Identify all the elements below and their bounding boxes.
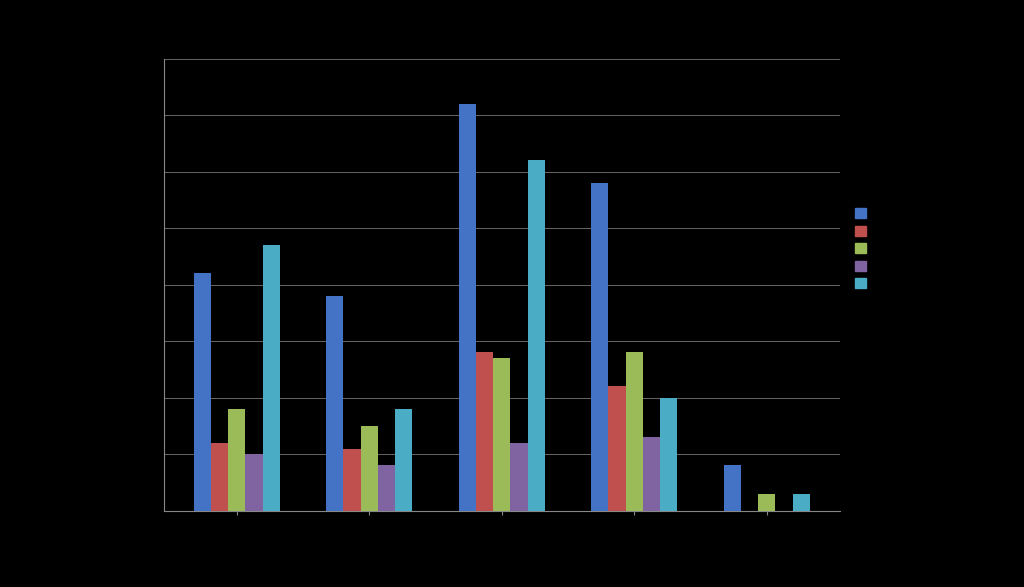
Bar <box>228 409 246 511</box>
Bar <box>194 274 211 511</box>
Bar <box>527 160 545 511</box>
Bar <box>262 245 280 511</box>
Bar <box>608 386 626 511</box>
Bar <box>360 426 378 511</box>
Bar <box>626 352 643 511</box>
Bar <box>758 494 775 511</box>
Legend: , , , , : , , , , <box>852 205 879 292</box>
Bar <box>724 465 741 511</box>
Bar <box>246 454 262 511</box>
Bar <box>211 443 228 511</box>
Bar <box>343 448 360 511</box>
Bar <box>459 104 476 511</box>
Bar <box>494 358 510 511</box>
Bar <box>660 398 677 511</box>
Bar <box>395 409 413 511</box>
Bar <box>327 296 343 511</box>
Bar <box>643 437 660 511</box>
Bar <box>793 494 810 511</box>
Bar <box>476 352 494 511</box>
Bar <box>378 465 395 511</box>
Bar <box>510 443 527 511</box>
Bar <box>591 183 608 511</box>
